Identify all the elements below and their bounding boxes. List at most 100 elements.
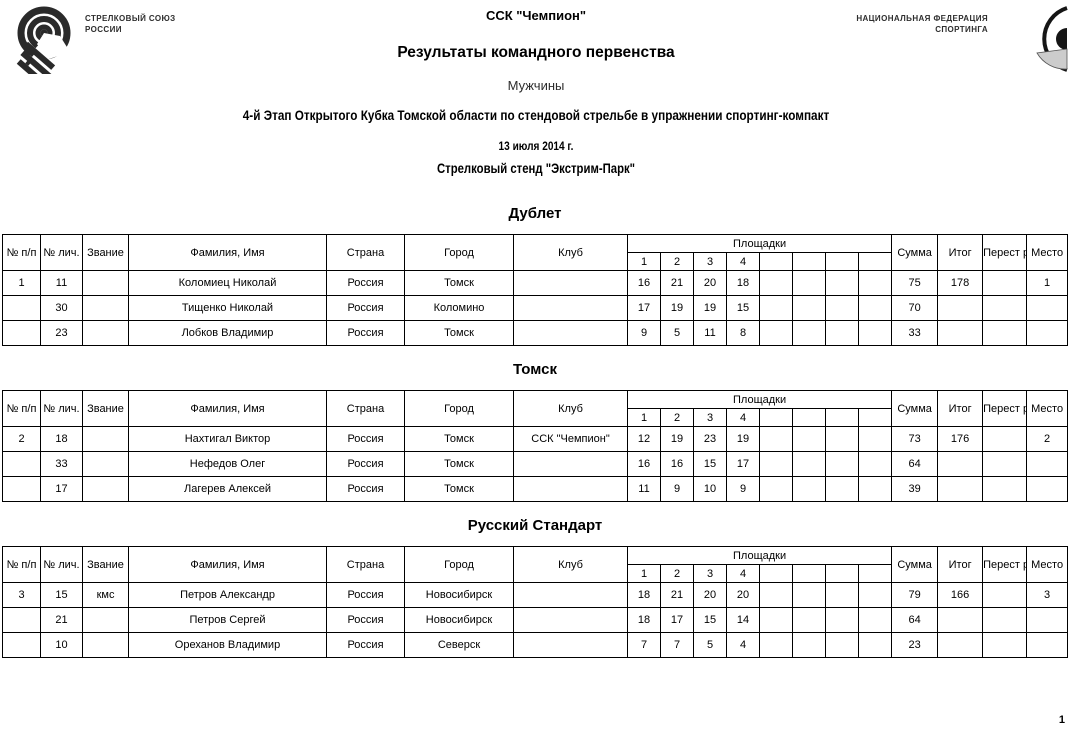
- total-cell: 178: [937, 270, 984, 296]
- left-org-line1: СТРЕЛКОВЫЙ СОЮЗ: [85, 14, 176, 23]
- station-score-cell: 19: [726, 426, 760, 452]
- station-score-cell: [857, 320, 893, 346]
- empty-cell: [2, 451, 41, 477]
- team-section-dublet: Дублет № п/п № лич. Звание Фамилия, Имя Стра…: [2, 202, 1069, 346]
- club-cell: [513, 295, 628, 321]
- station-score-cell: [792, 476, 826, 502]
- station-score-cell: [792, 320, 826, 346]
- empty-cell: [1026, 320, 1069, 346]
- sporting-federation-clay-icon: [1036, 6, 1068, 72]
- empty-cell: [937, 451, 984, 477]
- col-header-country: Страна: [326, 234, 405, 271]
- empty-cell: [1026, 632, 1069, 658]
- city-cell: Томск: [404, 426, 514, 452]
- sum-cell: 64: [891, 607, 939, 633]
- country-cell: Россия: [326, 426, 405, 452]
- shooter-row: 30 Тищенко Николай Россия Коломино 17 19 19 15 7…: [2, 295, 1069, 321]
- station-label: [759, 564, 793, 583]
- station-score-cell: [792, 270, 826, 296]
- station-label: 1: [627, 564, 661, 583]
- empty-cell: [1026, 607, 1069, 633]
- empty-cell: [982, 632, 1028, 658]
- empty-cell: [937, 632, 984, 658]
- col-header-total: Итог: [937, 390, 984, 427]
- station-score-cell: 9: [660, 476, 694, 502]
- station-score-cell: [825, 451, 859, 477]
- club-cell: [513, 607, 628, 633]
- col-header-country: Страна: [326, 546, 405, 583]
- station-label: [759, 408, 793, 427]
- station-score-cell: [759, 582, 793, 608]
- station-score-cell: [792, 295, 826, 321]
- station-score-cell: [792, 632, 826, 658]
- empty-cell: [982, 607, 1028, 633]
- city-cell: Новосибирск: [404, 582, 514, 608]
- col-header-place: Место: [1026, 390, 1069, 427]
- team-number-cell: 1: [2, 270, 41, 296]
- col-header-place: Место: [1026, 234, 1069, 271]
- shooter-id-cell: 33: [40, 451, 83, 477]
- station-score-cell: [825, 582, 859, 608]
- results-table: № п/п № лич. Звание Фамилия, Имя Страна Город…: [2, 546, 1069, 658]
- station-score-cell: 16: [627, 451, 661, 477]
- document-title: Результаты командного первенства: [397, 44, 675, 61]
- empty-cell: [937, 476, 984, 502]
- station-score-cell: 9: [726, 476, 760, 502]
- city-cell: Коломино: [404, 295, 514, 321]
- team-number-cell: 2: [2, 426, 41, 452]
- station-score-cell: [825, 632, 859, 658]
- station-score-cell: [857, 295, 893, 321]
- empty-cell: [2, 295, 41, 321]
- rank-cell: [82, 426, 129, 452]
- country-cell: Россия: [326, 320, 405, 346]
- station-score-cell: 19: [660, 426, 694, 452]
- station-score-cell: [825, 607, 859, 633]
- station-score-cell: 18: [726, 270, 760, 296]
- results-table: № п/п № лич. Звание Фамилия, Имя Страна Город…: [2, 390, 1069, 502]
- city-cell: Томск: [404, 451, 514, 477]
- station-score-cell: 19: [693, 295, 727, 321]
- station-label: 3: [693, 408, 727, 427]
- col-header-num-pp: № п/п: [2, 390, 41, 427]
- city-cell: Томск: [404, 476, 514, 502]
- shooting-union-target-icon: [16, 6, 71, 74]
- club-name: ССК "Чемпион": [485, 8, 587, 23]
- col-header-stations-group: Площадки: [626, 546, 893, 565]
- club-cell: [513, 632, 628, 658]
- empty-cell: [1026, 476, 1069, 502]
- col-header-sum: Сумма: [891, 234, 939, 271]
- station-score-cell: 5: [693, 632, 727, 658]
- event-date: 13 июля 2014 г.: [498, 139, 574, 153]
- shooter-name-cell: Нефедов Олег: [128, 451, 327, 477]
- station-score-cell: 18: [627, 607, 661, 633]
- sum-cell: 23: [891, 632, 939, 658]
- station-score-cell: 5: [660, 320, 694, 346]
- station-score-cell: 18: [627, 582, 661, 608]
- shootoff-cell: [982, 270, 1028, 296]
- station-label: [857, 408, 893, 427]
- team-section-title: Дублет: [508, 205, 562, 222]
- station-score-cell: [792, 607, 826, 633]
- col-header-city: Город: [404, 390, 514, 427]
- station-label: [825, 564, 859, 583]
- sum-cell: 75: [891, 270, 939, 296]
- station-label: 2: [660, 408, 694, 427]
- station-score-cell: 20: [726, 582, 760, 608]
- country-cell: Россия: [326, 451, 405, 477]
- col-header-shootoff: Перест релка: [982, 546, 1028, 583]
- station-score-cell: 7: [627, 632, 661, 658]
- station-score-cell: 17: [627, 295, 661, 321]
- col-header-club: Клуб: [513, 390, 628, 427]
- rank-cell: [82, 270, 129, 296]
- col-header-stations-group: Площадки: [626, 234, 893, 253]
- col-header-sum: Сумма: [891, 546, 939, 583]
- station-label: 2: [660, 252, 694, 271]
- city-cell: Северск: [404, 632, 514, 658]
- station-label: 3: [693, 564, 727, 583]
- shooter-row: 33 Нефедов Олег Россия Томск 16 16 15 17 64: [2, 451, 1069, 477]
- station-score-cell: [759, 295, 793, 321]
- empty-cell: [1026, 451, 1069, 477]
- col-header-num-lich: № лич.: [40, 390, 83, 427]
- station-score-cell: 19: [660, 295, 694, 321]
- sum-cell: 64: [891, 451, 939, 477]
